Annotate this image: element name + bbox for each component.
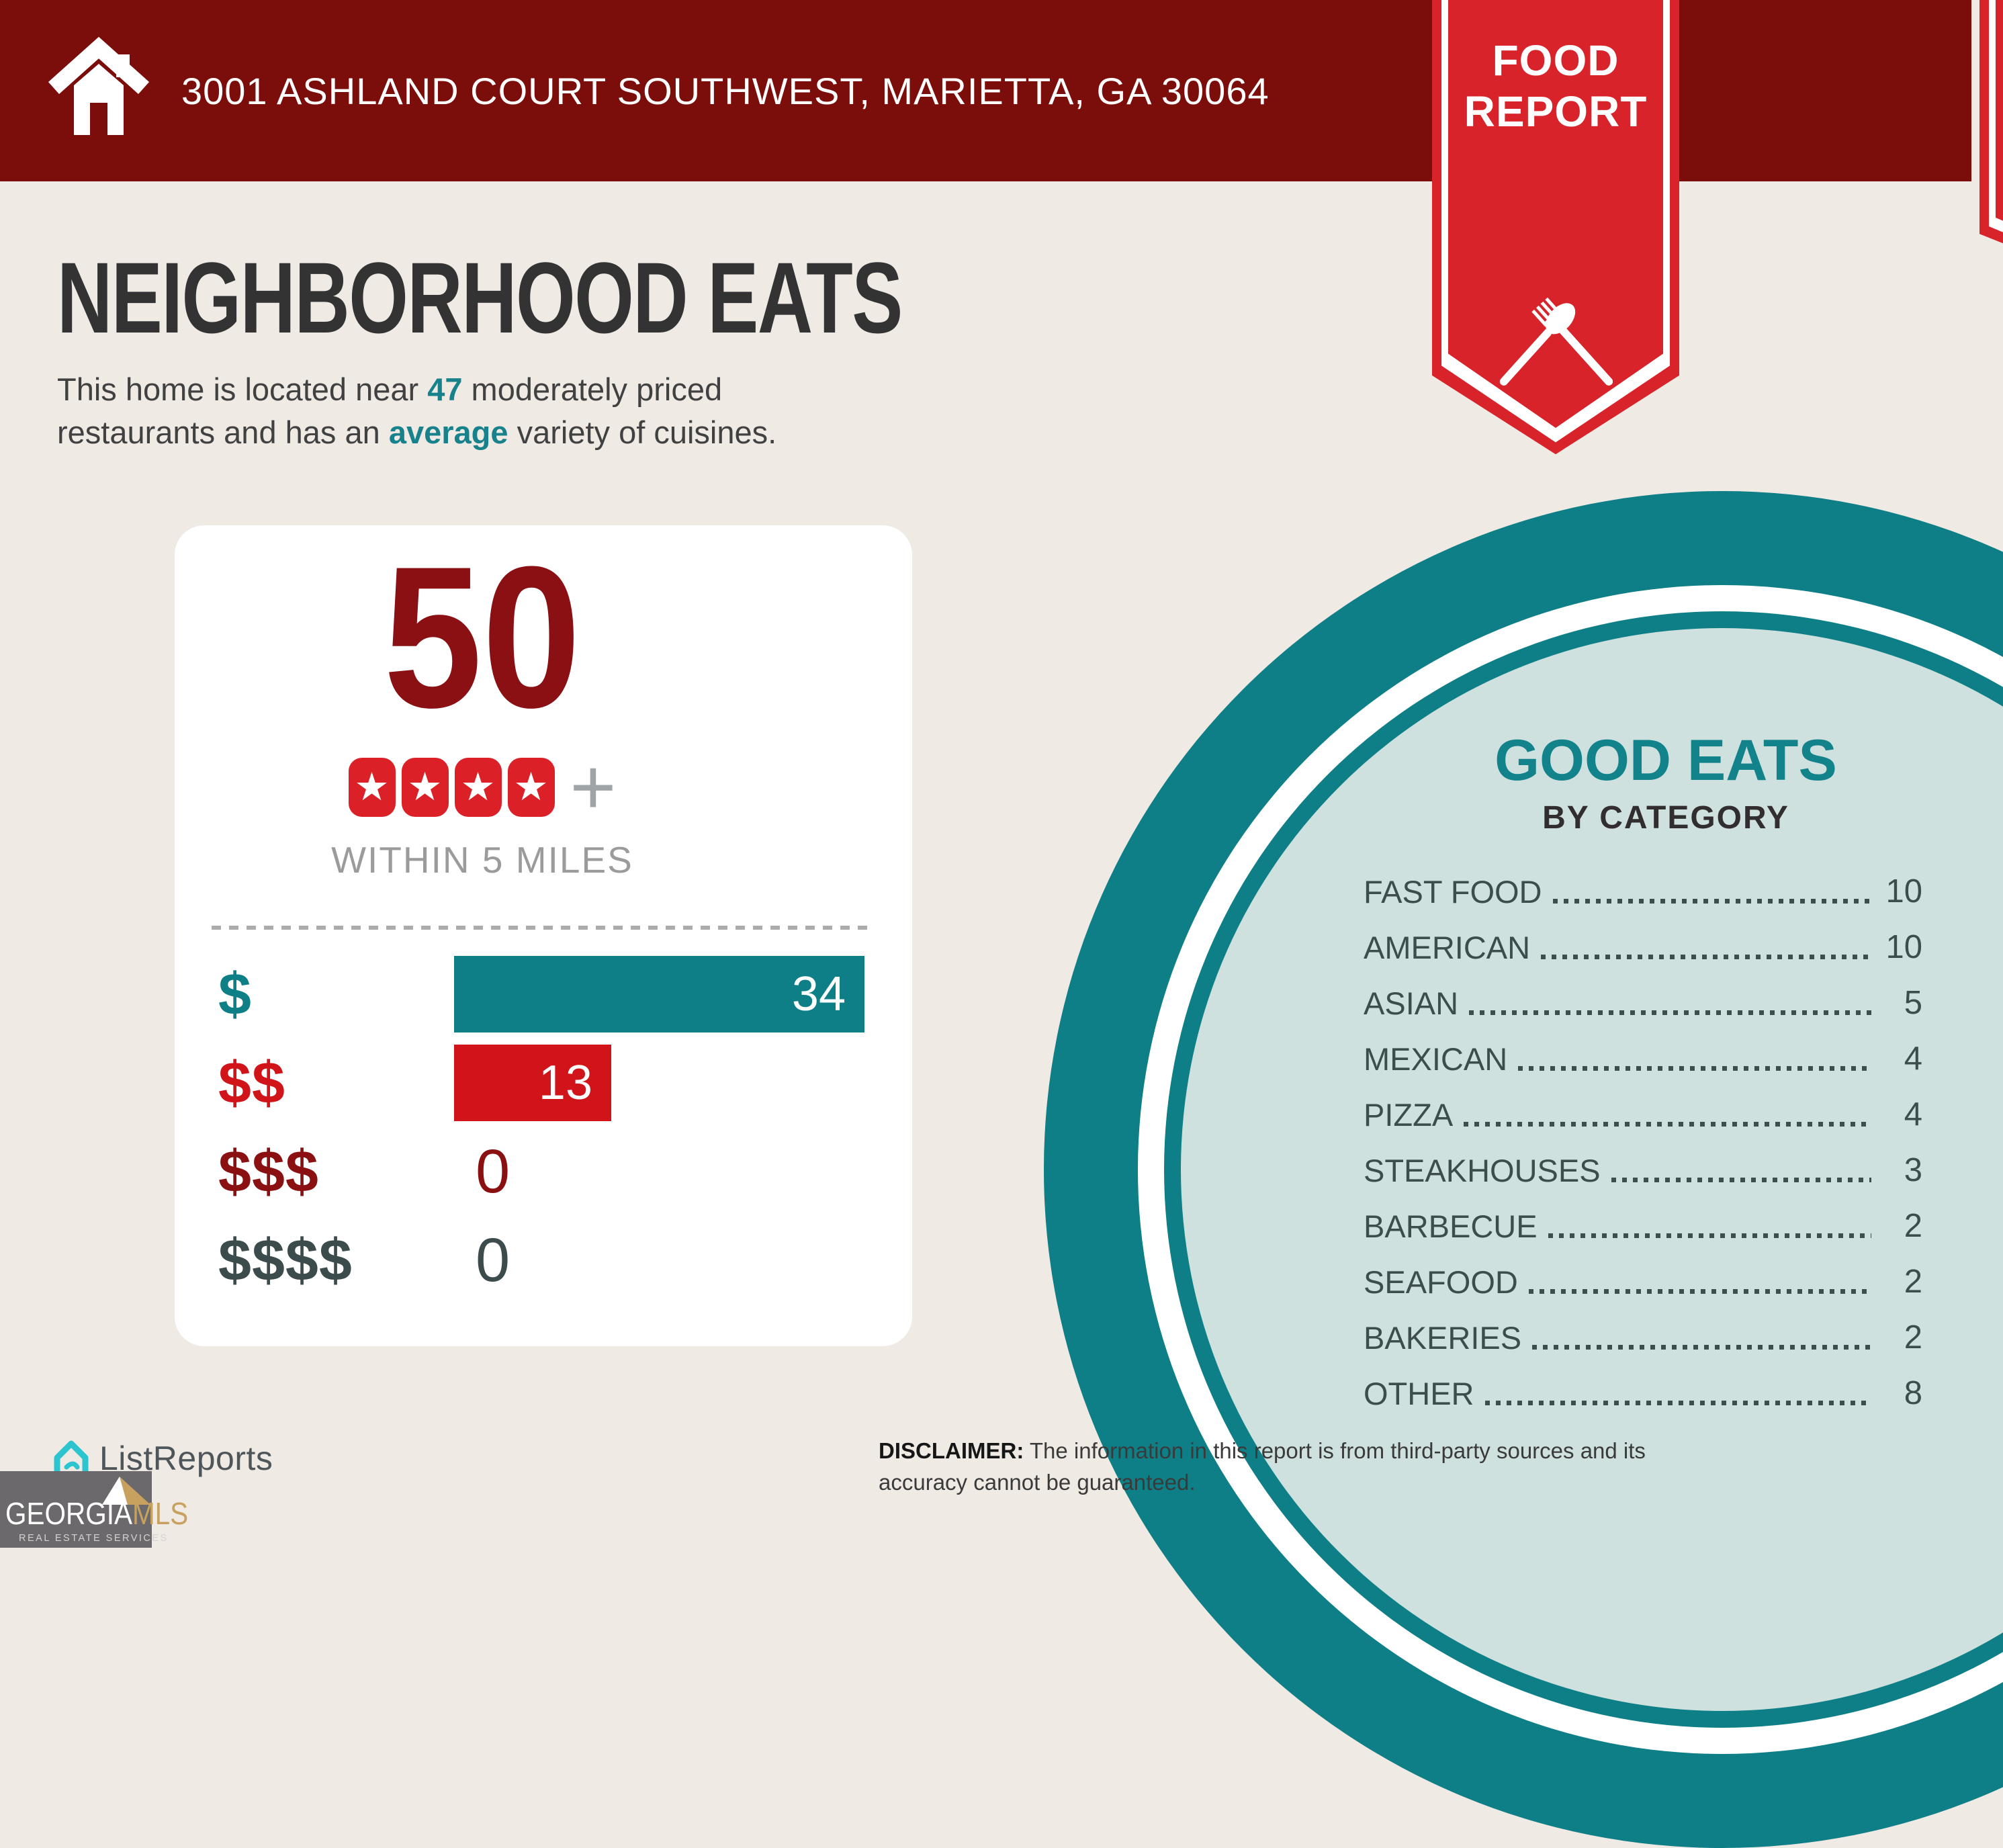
category-label: SEAFOOD (1364, 1264, 1518, 1300)
price-tier-label: $ (218, 961, 252, 1027)
page-title: NEIGHBORHOOD EATS (57, 241, 903, 354)
restaurant-count-score: 50 (384, 524, 581, 750)
category-row: STEAKHOUSES 3 (1364, 1141, 1922, 1197)
dotted-leader (1548, 1233, 1871, 1238)
category-row: MEXICAN 4 (1364, 1030, 1922, 1086)
category-count: 2 (1904, 1319, 1922, 1356)
category-count: 3 (1904, 1152, 1922, 1188)
price-tier-zero-value: 0 (476, 1226, 510, 1294)
edge-ribbon-inner (1996, 0, 2003, 263)
food-report-ribbon-inner (1448, 0, 1663, 428)
good-eats-heading: GOOD EATS BY CATEGORY (1364, 731, 1968, 836)
property-address: 3001 ASHLAND COURT SOUTHWEST, MARIETTA, … (181, 69, 1270, 112)
category-count: 2 (1904, 1208, 1922, 1244)
ribbon-line-1: FOOD (1492, 36, 1619, 85)
category-label: BAKERIES (1364, 1320, 1522, 1356)
category-row: SEAFOOD 2 (1364, 1253, 1922, 1309)
category-row: FAST FOOD 10 (1364, 863, 1922, 918)
category-count: 10 (1885, 929, 1922, 965)
category-label: OTHER (1364, 1376, 1474, 1411)
disclaimer: DISCLAIMER: The information in this repo… (879, 1435, 1926, 1498)
restaurant-count: 47 (427, 371, 463, 407)
category-label: AMERICAN (1364, 930, 1531, 965)
ribbon-line-2: REPORT (1464, 87, 1648, 136)
category-count: 4 (1904, 1096, 1922, 1133)
star-icon: ★ (401, 758, 449, 817)
restaurant-score-card: 50 ★ ★ ★ ★ + WITHIN 5 MILES $ 34 $$ 13 $$$ 0… (175, 525, 912, 1346)
star-icon: ★ (507, 758, 555, 817)
dotted-leader (1552, 899, 1871, 904)
dotted-leader (1518, 1066, 1871, 1071)
score-column: 50 (175, 525, 790, 744)
category-label: PIZZA (1364, 1097, 1454, 1133)
category-label: ASIAN (1364, 985, 1459, 1021)
category-label: STEAKHOUSES (1364, 1153, 1601, 1188)
category-row: PIZZA 4 (1364, 1086, 1922, 1141)
price-tier-row: $ 34 (175, 956, 912, 1032)
dotted-leader (1528, 1289, 1871, 1294)
home-icon (48, 36, 150, 146)
price-tier-label: $$$$ (218, 1227, 353, 1293)
price-tier-bar: 34 (454, 956, 864, 1032)
dotted-leader (1611, 1178, 1871, 1182)
category-label: BARBECUE (1364, 1208, 1538, 1244)
radius-caption: WITHIN 5 MILES (331, 839, 633, 881)
disclaimer-label: DISCLAIMER: (879, 1438, 1024, 1463)
dotted-leader (1484, 1401, 1871, 1405)
price-tier-label: $$$ (218, 1138, 319, 1204)
category-count: 10 (1885, 873, 1922, 910)
plus-sign: + (570, 743, 617, 832)
price-tier-label: $$ (218, 1049, 285, 1116)
category-row: BARBECUE 2 (1364, 1197, 1922, 1253)
category-row: BAKERIES 2 (1364, 1309, 1922, 1364)
category-count: 5 (1904, 985, 1922, 1021)
food-report-title: FOOD REPORT (1448, 35, 1663, 137)
category-row: AMERICAN 10 (1364, 918, 1922, 974)
spoon-fork-icon (1499, 289, 1613, 420)
price-tier-row: $$$$ 0 (175, 1222, 912, 1299)
category-label: MEXICAN (1364, 1041, 1508, 1077)
price-tier-bar: 13 (454, 1045, 611, 1121)
category-row: ASIAN 5 (1364, 974, 1922, 1030)
dotted-leader (1532, 1345, 1871, 1350)
summary-text: This home is located near 47 moderately … (57, 368, 783, 454)
price-tier-zero-value: 0 (476, 1137, 510, 1206)
dashed-divider (212, 926, 873, 930)
summary-part2: moderately priced restaurants and has an (57, 371, 723, 450)
star-icon: ★ (454, 758, 502, 817)
good-eats-subtitle: BY CATEGORY (1542, 800, 1789, 836)
mls-mountain-icon (98, 1472, 152, 1509)
star-icon: ★ (348, 758, 396, 817)
category-count: 2 (1904, 1264, 1922, 1300)
category-list: FAST FOOD 10 AMERICAN 10 ASIAN 5 MEXICAN… (1364, 863, 1922, 1420)
disclaimer-line1: The information in this report is from t… (1024, 1438, 1646, 1463)
category-count: 4 (1904, 1041, 1922, 1077)
price-tier-row: $$$ 0 (175, 1133, 912, 1210)
georgia-mls-logo: GEORGIAMLS REAL ESTATE SERVICES (0, 1471, 188, 1548)
dotted-leader (1464, 1122, 1871, 1127)
dotted-leader (1469, 1010, 1871, 1015)
price-tier-row: $$ 13 (175, 1045, 912, 1121)
category-row: OTHER 8 (1364, 1364, 1922, 1420)
summary-part1: This home is located near (57, 371, 428, 407)
category-label: FAST FOOD (1364, 874, 1542, 910)
dotted-leader (1541, 955, 1871, 959)
georgia-mls-tagline: REAL ESTATE SERVICES (19, 1533, 169, 1544)
good-eats-title: GOOD EATS (1495, 728, 1837, 793)
disclaimer-line2: accuracy cannot be guaranteed. (879, 1470, 1196, 1495)
summary-part3: variety of cuisines. (508, 414, 777, 450)
star-rating: ★ ★ ★ ★ + (175, 743, 790, 832)
category-count: 8 (1904, 1375, 1922, 1411)
listreports-wordmark: ListReports (99, 1440, 273, 1477)
variety-accent: average (388, 414, 508, 450)
georgia-mls-wordmark: GEORGIAMLS (5, 1498, 188, 1529)
